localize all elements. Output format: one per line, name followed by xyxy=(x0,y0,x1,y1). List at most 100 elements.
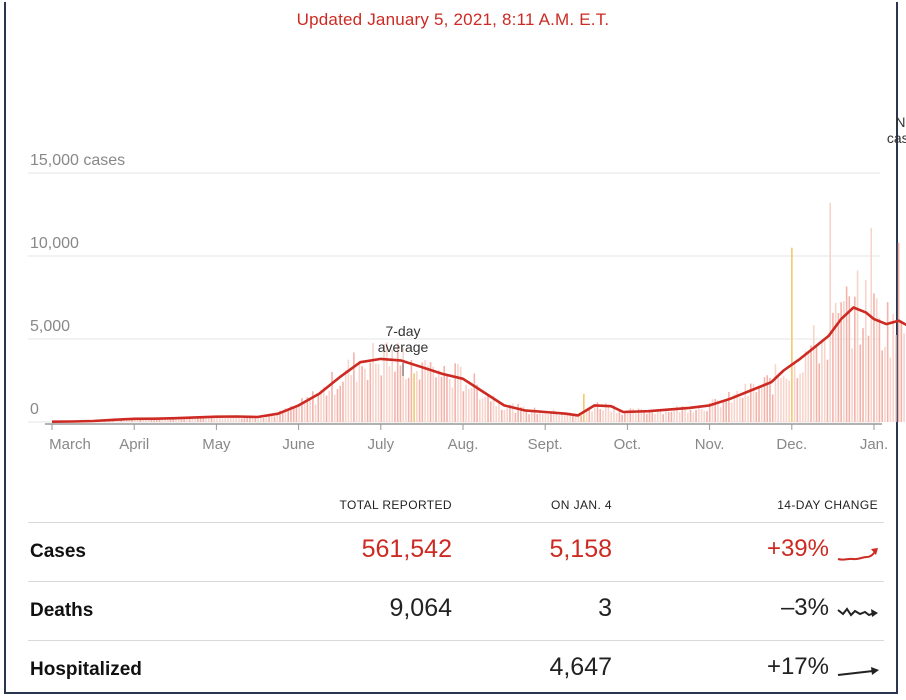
daily-case-bar xyxy=(136,418,139,422)
daily-case-bar xyxy=(547,413,550,422)
daily-case-bar xyxy=(884,346,886,422)
daily-case-bar xyxy=(722,401,725,422)
daily-case-bar xyxy=(273,416,276,422)
daily-case-bar xyxy=(224,417,227,422)
daily-case-bar xyxy=(678,412,681,422)
daily-case-bar xyxy=(306,397,309,422)
x-tick-label: Nov. xyxy=(695,436,725,453)
daily-case-bar xyxy=(555,413,558,422)
daily-case-bar xyxy=(651,412,654,422)
daily-case-bar xyxy=(563,414,566,422)
daily-case-bar xyxy=(840,302,842,422)
daily-case-bar xyxy=(235,416,237,422)
daily-case-bar xyxy=(648,410,651,422)
daily-case-bar xyxy=(832,312,834,422)
daily-case-bar xyxy=(202,418,205,422)
trend-zigzag-icon xyxy=(837,607,878,617)
daily-case-bar xyxy=(848,296,851,422)
daily-case-bar xyxy=(574,414,577,422)
y-tick-label: 10,000 xyxy=(30,235,79,252)
daily-case-bar xyxy=(437,370,440,422)
daily-case-bar xyxy=(331,371,333,422)
daily-case-bar xyxy=(659,410,662,422)
daily-case-bar xyxy=(637,408,640,422)
daily-case-bar xyxy=(188,418,191,422)
daily-case-bar xyxy=(254,418,257,422)
daily-case-bar xyxy=(232,416,235,422)
daily-case-bar xyxy=(180,419,183,422)
daily-case-bar xyxy=(227,415,229,422)
header-14-day-change: 14-DAY CHANGE xyxy=(777,498,878,512)
daily-case-bar xyxy=(481,398,484,422)
cases-on-jan-4: 5,158 xyxy=(549,535,612,563)
daily-case-bar xyxy=(804,350,807,422)
daily-case-bar xyxy=(851,348,853,422)
daily-case-bar xyxy=(221,418,224,422)
x-tick-label: Oct. xyxy=(614,436,642,453)
daily-case-bar xyxy=(145,419,147,422)
daily-case-bar xyxy=(396,343,399,422)
daily-case-bar xyxy=(665,408,667,422)
daily-case-bar xyxy=(325,395,328,422)
daily-case-bar xyxy=(276,413,279,422)
daily-case-bar xyxy=(640,408,643,422)
daily-case-bar xyxy=(465,384,467,422)
daily-case-bar xyxy=(886,302,889,422)
daily-case-bar xyxy=(260,417,262,422)
daily-case-bar xyxy=(476,384,478,422)
table-row-deaths: Deaths 9,064 3 –3% xyxy=(28,582,884,641)
daily-case-bar xyxy=(238,416,240,422)
daily-case-bar xyxy=(862,328,864,422)
daily-case-bar xyxy=(807,352,810,422)
daily-case-bar xyxy=(739,397,741,422)
daily-case-bar xyxy=(418,379,421,422)
daily-case-bar xyxy=(550,412,552,422)
daily-case-bar xyxy=(719,407,722,422)
daily-case-bar xyxy=(410,359,413,422)
x-tick-label: March xyxy=(49,436,91,453)
daily-case-bar xyxy=(353,352,355,422)
daily-case-bar xyxy=(298,406,300,422)
daily-case-bar xyxy=(487,394,489,422)
daily-case-bar xyxy=(788,380,790,422)
daily-case-bar xyxy=(624,412,626,422)
daily-case-bar xyxy=(243,416,246,422)
daily-case-bar xyxy=(673,407,675,422)
daily-case-bar xyxy=(867,335,870,422)
daily-case-bar xyxy=(687,412,689,422)
daily-case-bar xyxy=(268,415,270,422)
daily-case-bar xyxy=(626,410,629,422)
daily-case-bar xyxy=(561,414,563,422)
daily-case-bar xyxy=(514,412,517,422)
daily-case-bar xyxy=(364,368,366,422)
daily-case-bar xyxy=(541,413,544,422)
daily-case-bar xyxy=(142,418,144,422)
row-label: Hospitalized xyxy=(30,659,142,680)
y-tick-label: 0 xyxy=(30,401,39,418)
daily-case-bar xyxy=(350,375,352,422)
daily-case-bar xyxy=(703,410,706,422)
deaths-total: 9,064 xyxy=(389,594,452,622)
daily-case-bar xyxy=(216,416,218,422)
daily-case-bar xyxy=(741,397,744,422)
daily-case-bar xyxy=(139,418,142,422)
daily-case-bar xyxy=(446,373,448,422)
daily-case-bar xyxy=(290,406,292,422)
daily-case-bar xyxy=(468,389,470,422)
daily-case-bar xyxy=(312,391,314,422)
daily-case-bar xyxy=(172,418,175,422)
daily-case-bar xyxy=(900,320,903,422)
daily-case-bar xyxy=(358,364,361,422)
daily-case-bar xyxy=(706,411,708,422)
daily-case-bar xyxy=(777,377,779,422)
deaths-14-day-change: –3% xyxy=(780,594,829,621)
daily-case-bar xyxy=(281,412,284,422)
cases-14-day-change: +39% xyxy=(766,535,829,562)
daily-case-bar xyxy=(522,406,525,422)
x-tick-label: July xyxy=(367,436,394,453)
daily-case-bar xyxy=(301,398,303,422)
daily-case-bar xyxy=(506,408,508,422)
daily-case-bar xyxy=(763,377,766,422)
daily-case-bar xyxy=(317,395,320,422)
daily-case-bar xyxy=(643,412,645,422)
